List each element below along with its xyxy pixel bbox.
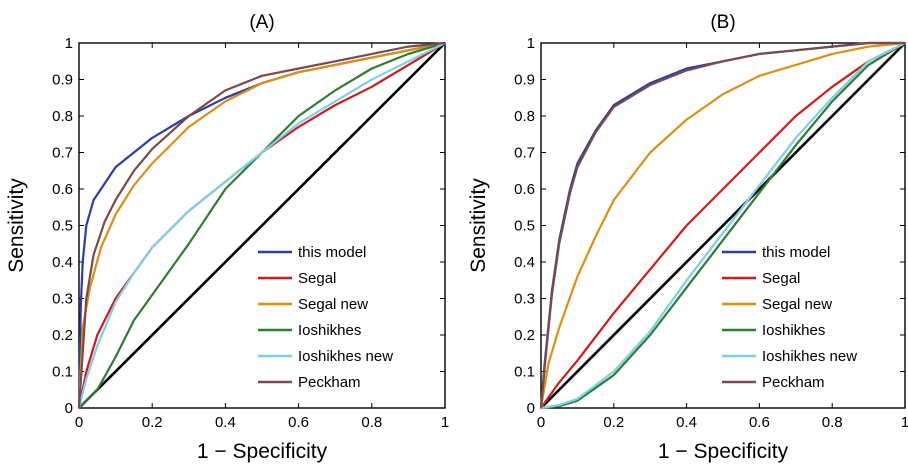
x-tick-label: 0.6 [749, 414, 770, 431]
x-tick-label: 0 [537, 414, 545, 431]
series-line-ioshikhes [540, 42, 906, 410]
y-tick-label: 0.3 [52, 291, 73, 308]
y-tick-label: 0.9 [52, 72, 73, 89]
x-tick-label: 0.4 [215, 414, 236, 431]
y-tick-label: 0.4 [514, 254, 535, 271]
y-tick-label: 0.5 [52, 218, 73, 235]
x-tick-label: 0.2 [603, 414, 624, 431]
y-tick-label: 0.5 [514, 218, 535, 235]
x-tick-label: 1 [441, 414, 449, 431]
series-line-segal-new [539, 41, 906, 409]
legend-label-this-model: this model [298, 244, 366, 261]
x-tick-label: 0.8 [361, 414, 382, 431]
series-line-segal [540, 42, 906, 409]
diagonal-reference-line [540, 42, 906, 409]
x-tick-label: 0.4 [676, 414, 697, 431]
y-tick-label: 0.8 [514, 108, 535, 125]
legend-label-segal: Segal [762, 270, 800, 287]
series-line-ioshikhes-new [77, 42, 446, 409]
diagonal-reference-line [78, 42, 446, 409]
series-line-peckham [539, 41, 905, 409]
series-line-ioshikhes-new [540, 42, 906, 410]
legend-label-this-model: this model [762, 244, 830, 261]
legend-label-ioshikhes-new: Ioshikhes new [762, 348, 857, 365]
x-tick-label: 1 [901, 414, 908, 431]
legend-label-segal-new: Segal new [762, 296, 832, 313]
x-tick-label: 0.2 [142, 414, 163, 431]
x-tick-label: 0.6 [288, 414, 309, 431]
y-tick-label: 0.7 [52, 145, 73, 162]
y-tick-label: 0.2 [52, 327, 73, 344]
y-tick-label: 0.7 [514, 145, 535, 162]
y-tick-label: 0.6 [514, 181, 535, 198]
series-line-segal-new [77, 41, 446, 409]
x-axis-title: 1 − Specificity [658, 440, 789, 463]
legend-label-ioshikhes-new: Ioshikhes new [298, 348, 393, 365]
y-tick-label: 0.6 [52, 181, 73, 198]
y-tick-label: 1 [65, 35, 73, 52]
legend-label-peckham: Peckham [298, 374, 361, 391]
y-axis-title: Sensitivity [467, 178, 490, 273]
panel-b: (B) 0 0.2 0.4 0.6 0.8 1 0 0.1 0.2 0.3 0.4 0.5 0.6 0.7 0… [467, 12, 908, 463]
y-tick-label: 0.9 [514, 72, 535, 89]
y-tick-label: 1 [527, 35, 535, 52]
y-tick-label: 0.8 [52, 108, 73, 125]
x-axis-title: 1 − Specificity [197, 440, 328, 463]
y-axis-title: Sensitivity [5, 178, 28, 273]
legend-label-ioshikhes: Ioshikhes [762, 322, 825, 339]
x-tick-label: 0.8 [822, 414, 843, 431]
y-tick-label: 0.4 [52, 254, 73, 271]
legend-label-peckham: Peckham [762, 374, 825, 391]
y-tick-label: 0.1 [52, 364, 73, 381]
legend-label-segal: Segal [298, 270, 336, 287]
panel-title: (A) [249, 12, 274, 33]
y-tick-label: 0.1 [514, 364, 535, 381]
x-tick-label: 0 [75, 414, 83, 431]
legend-label-segal-new: Segal new [298, 296, 368, 313]
series-line-peckham [77, 41, 446, 409]
panel-title: (B) [710, 12, 735, 33]
y-tick-label: 0.2 [514, 327, 535, 344]
y-tick-label: 0 [527, 400, 535, 417]
legend-label-ioshikhes: Ioshikhes [298, 322, 361, 339]
series-line-ioshikhes [78, 41, 446, 409]
y-tick-label: 0 [65, 400, 73, 417]
y-tick-label: 0.3 [514, 291, 535, 308]
panel-a: (A) 0 0.2 0.4 0.6 0.8 1 0 0.1 0.2 0.3 0.4 0.5 0.6 0.7 0… [5, 12, 449, 463]
